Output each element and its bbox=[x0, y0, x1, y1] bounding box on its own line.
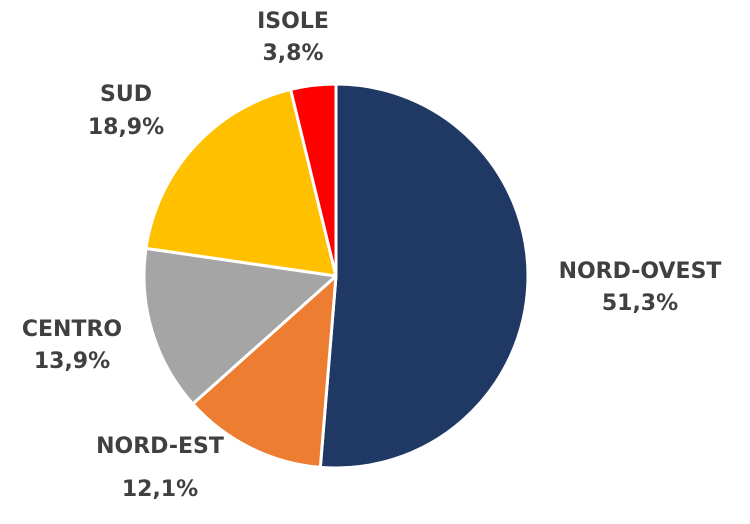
slice-value-label: 51,3% bbox=[602, 291, 678, 316]
slice-label: NORD-EST bbox=[96, 434, 224, 459]
slice-value-label: 13,9% bbox=[34, 349, 110, 374]
pie-slice bbox=[191, 274, 338, 469]
slice-label: ISOLE bbox=[257, 9, 329, 34]
slice-label: SUD bbox=[100, 82, 152, 107]
slice-value-label: 3,8% bbox=[262, 41, 323, 66]
slice-label: NORD-OVEST bbox=[559, 259, 722, 284]
pie-slice bbox=[318, 82, 530, 470]
pie-slice bbox=[142, 246, 338, 406]
pie-slice bbox=[289, 82, 338, 278]
pie-slice bbox=[144, 87, 338, 278]
slice-label: CENTRO bbox=[22, 317, 122, 342]
slice-value-label: 18,9% bbox=[88, 115, 164, 140]
slice-value-label: 12,1% bbox=[122, 477, 198, 502]
